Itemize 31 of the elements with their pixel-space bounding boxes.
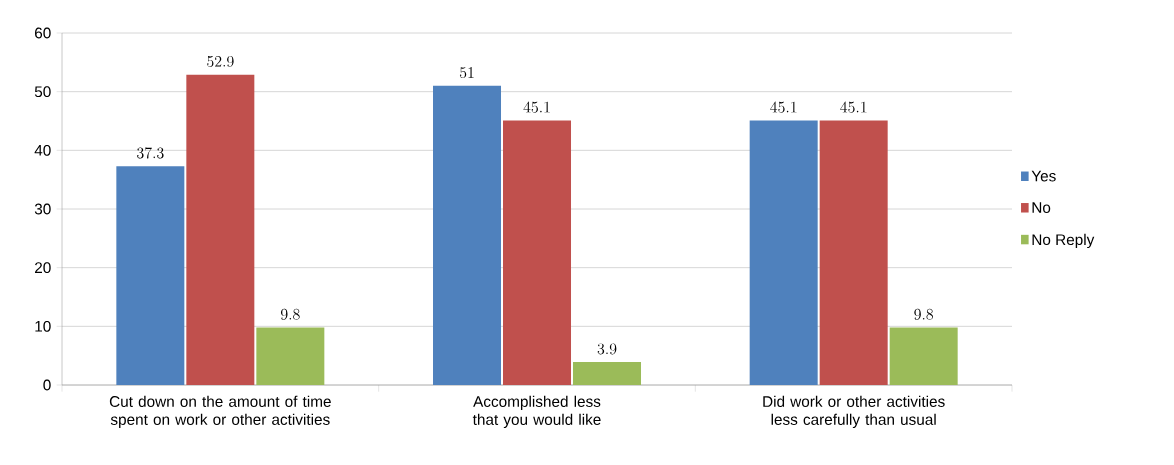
data-label: 45. 1 xyxy=(770,101,797,113)
data-label: 3.9 xyxy=(597,343,617,355)
bar xyxy=(116,166,185,385)
bar xyxy=(573,362,642,385)
x-tick-label: Cut down on the amount of time spent on work or other activities xyxy=(109,395,331,428)
bar xyxy=(819,120,888,385)
data-label: 9.8 xyxy=(280,308,300,320)
y-tick-label: 50 xyxy=(34,86,51,98)
bar xyxy=(503,120,572,385)
y-tick-label: 30 xyxy=(34,203,51,215)
x-tick-label: Accomplished less that you would like xyxy=(472,395,601,428)
x-tick-label: Did work or other activities less carefully than usual xyxy=(763,395,945,428)
data-label: 9.8 xyxy=(914,308,934,320)
data-label: 45. 1 xyxy=(523,101,550,113)
y-tick-label: 10 xyxy=(35,320,51,332)
legend-label: No xyxy=(1032,202,1051,213)
bar xyxy=(749,120,818,385)
bar xyxy=(889,327,958,385)
data-label: 52.9 xyxy=(207,55,234,67)
y-tick-label: 40 xyxy=(34,144,51,156)
y-tick-label: 20 xyxy=(35,262,51,274)
bar xyxy=(433,85,502,385)
data-label: 45. 1 xyxy=(840,101,867,113)
bar xyxy=(256,327,325,385)
y-tick-label: 60 xyxy=(35,27,51,39)
y-tick-label: 0 xyxy=(43,379,51,391)
legend-label: Yes xyxy=(1031,170,1056,182)
bar xyxy=(186,74,255,385)
data-label: 37.3 xyxy=(137,147,164,159)
data-label: 51 xyxy=(459,67,474,79)
legend-label: No Reply xyxy=(1032,233,1095,249)
